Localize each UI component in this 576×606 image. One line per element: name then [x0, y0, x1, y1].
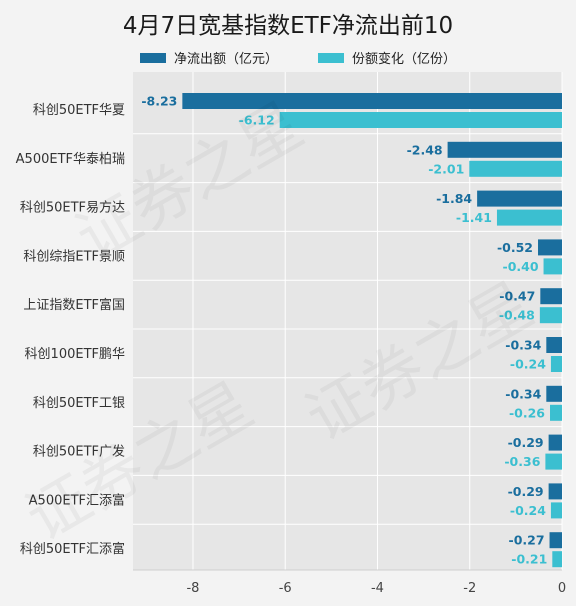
category-label: A500ETF华泰柏瑞	[16, 152, 125, 167]
legend-swatch-share-change	[318, 52, 345, 63]
bar-share-change	[550, 404, 562, 421]
legend-label-net-outflow: 净流出额（亿元）	[174, 52, 279, 67]
legend: 净流出额（亿元） 份额变化（亿份）	[140, 48, 456, 67]
x-tick-label: -2	[463, 581, 476, 596]
data-label-net-outflow: -0.29	[508, 435, 544, 450]
bar-share-change	[543, 258, 562, 275]
data-label-net-outflow: -0.34	[505, 338, 541, 353]
data-label-share-change: -0.40	[503, 259, 539, 274]
bar-share-change	[552, 551, 562, 568]
x-tick-label: 0	[558, 581, 566, 596]
bar-share-change	[496, 209, 562, 226]
category-label: 科创50ETF汇添富	[20, 541, 125, 557]
bar-share-change	[469, 160, 562, 177]
category-label: 上证指数ETF富国	[23, 297, 125, 313]
category-label: 科创50ETF易方达	[20, 200, 125, 216]
data-label-net-outflow: -0.29	[508, 484, 544, 499]
bar-share-change	[539, 307, 562, 324]
category-label: 科创50ETF华夏	[33, 103, 125, 118]
data-label-share-change: -0.24	[510, 357, 546, 372]
category-label: 科创100ETF鹏华	[25, 347, 125, 362]
data-label-share-change: -6.12	[239, 113, 275, 128]
category-label: 科创50ETF广发	[33, 444, 125, 460]
bar-net-outflow	[447, 141, 562, 158]
data-label-share-change: -0.24	[510, 503, 546, 518]
legend-swatch-net-outflow	[140, 52, 166, 63]
legend-item-share-change: 份额变化（亿份）	[318, 48, 456, 67]
category-label: 科创50ETF工银	[33, 396, 125, 411]
data-label-share-change: -0.26	[509, 405, 545, 420]
bar-net-outflow	[546, 337, 562, 353]
data-label-share-change: -0.36	[504, 454, 540, 469]
data-label-share-change: -0.21	[511, 552, 547, 567]
data-label-share-change: -2.01	[428, 161, 464, 176]
bar-net-outflow	[549, 532, 562, 549]
x-tick-label: -4	[371, 581, 384, 596]
x-tick-label: -6	[279, 581, 292, 596]
legend-label-share-change: 份额变化（亿份）	[352, 52, 457, 67]
category-label: 科创综指ETF景顺	[23, 249, 125, 264]
bar-net-outflow	[477, 190, 562, 207]
bar-share-change	[279, 112, 562, 128]
bar-net-outflow	[548, 483, 562, 500]
legend-item-net-outflow: 净流出额（亿元）	[140, 48, 278, 67]
chart-title: 4月7日宽基指数ETF净流出前10	[122, 13, 454, 39]
bar-share-change	[545, 453, 562, 470]
data-label-net-outflow: -0.47	[499, 289, 535, 304]
data-label-net-outflow: -8.23	[141, 94, 177, 109]
data-label-net-outflow: -2.48	[407, 142, 443, 157]
data-label-net-outflow: -0.34	[505, 386, 541, 401]
bar-net-outflow	[182, 93, 562, 109]
data-label-net-outflow: -0.27	[509, 533, 545, 548]
bar-share-change	[550, 502, 562, 519]
x-tick-label: -8	[186, 581, 199, 596]
data-label-net-outflow: -1.84	[436, 191, 472, 206]
data-label-net-outflow: -0.52	[497, 240, 533, 255]
bar-net-outflow	[540, 288, 562, 305]
data-label-share-change: -1.41	[456, 210, 492, 225]
bar-net-outflow	[548, 434, 562, 451]
bar-share-change	[550, 356, 562, 372]
bar-net-outflow	[546, 385, 562, 402]
data-label-share-change: -0.48	[499, 308, 535, 323]
bar-net-outflow	[538, 239, 562, 256]
category-label: A500ETF汇添富	[29, 492, 125, 508]
